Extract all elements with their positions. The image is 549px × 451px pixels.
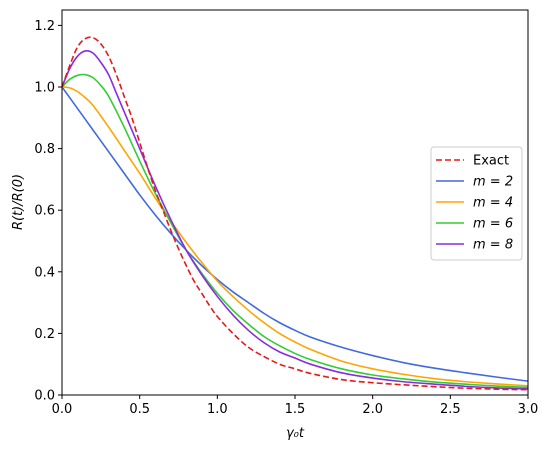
legend-box [430,146,523,261]
series-line-3 [62,73,528,389]
x-axis-label: γ₀t [286,426,305,441]
legend-label: m = 6 [473,217,513,232]
y-tick-label: 0.8 [34,142,55,157]
series-line-1 [62,86,528,382]
legend-label: m = 4 [473,196,513,211]
x-tick-label: 2.5 [440,402,461,417]
x-tick-label: 0.0 [52,402,73,417]
legend-label: Exact [473,154,509,169]
x-tick-label: 1.5 [285,402,306,417]
series-line-0 [62,36,528,391]
series-line-2 [62,86,528,387]
series-line-4 [62,50,528,390]
y-tick-label: 1.0 [34,81,55,96]
y-tick-label: 0.6 [34,204,55,219]
y-tick-label: 1.2 [34,19,55,34]
y-tick-label: 0.0 [34,389,55,404]
x-tick-label: 3.0 [518,402,539,417]
x-tick-label: 0.5 [129,402,150,417]
legend-label: m = 2 [473,175,513,190]
x-tick-label: 2.0 [362,402,383,417]
y-tick-label: 0.2 [34,327,55,342]
y-axis-label: R(t)/R(0) [11,174,26,230]
legend-label: m = 8 [473,238,513,253]
y-tick-label: 0.4 [34,265,55,280]
x-tick-label: 1.0 [207,402,228,417]
legend: Exact m = 2 m = 4 m = 6 m = 8 [430,146,523,261]
